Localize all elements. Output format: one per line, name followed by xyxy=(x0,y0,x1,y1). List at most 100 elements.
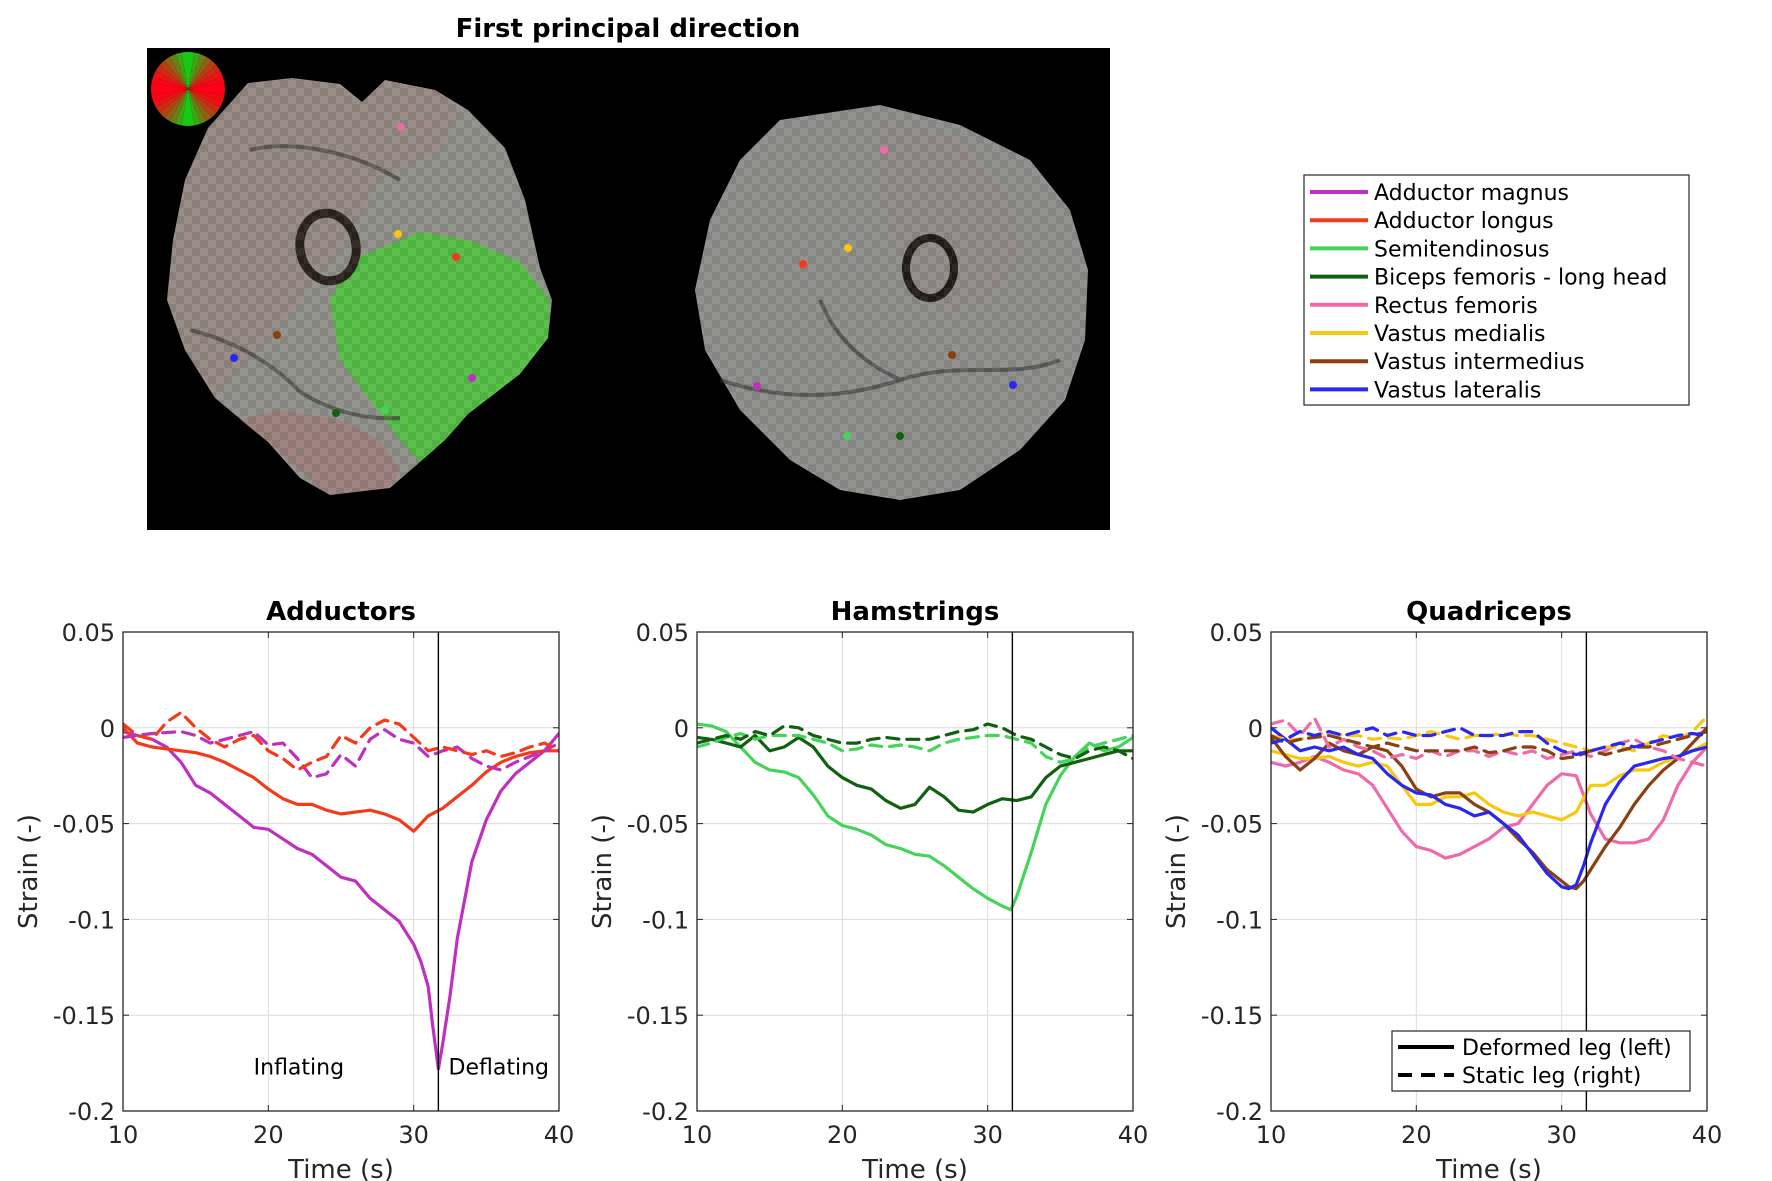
legend-label: Vastus intermedius xyxy=(1374,350,1585,375)
x-axis-label: Time (s) xyxy=(1435,1155,1542,1181)
muscle-legend-box xyxy=(1303,174,1690,406)
series-line-adductor-magnus-deformed xyxy=(123,729,559,1071)
y-tick-label: 0.05 xyxy=(636,619,689,647)
y-tick-label: -0.1 xyxy=(68,906,115,934)
y-tick-label: 0.05 xyxy=(62,619,115,647)
image-panel: First principal direction xyxy=(147,14,1110,530)
series-line-vastus-lateralis-static xyxy=(1271,726,1707,757)
roi-biceps-femoris-right xyxy=(896,432,904,440)
y-tick-label: -0.2 xyxy=(1216,1098,1263,1126)
roi-vastus-lateralis-right xyxy=(1009,381,1017,389)
roi-vastus-medialis-right xyxy=(844,244,852,252)
x-tick-label: 40 xyxy=(1118,1121,1149,1149)
legend-item-rectus-femoris: Rectus femoris xyxy=(1310,294,1538,319)
series-line-semitendinosus-static xyxy=(697,731,1133,764)
series-line-adductor-longus-deformed xyxy=(123,726,559,833)
roi-adductor-magnus-right xyxy=(753,382,761,390)
legend-item-vastus-lateralis: Vastus lateralis xyxy=(1310,378,1541,403)
legend-item-semitendinosus: Semitendinosus xyxy=(1310,237,1550,262)
series-group xyxy=(1271,714,1707,891)
series-line-rectus-femoris-static xyxy=(1271,716,1707,768)
annotation-inflating: Inflating xyxy=(254,1056,344,1081)
plot-area xyxy=(697,632,1133,1111)
image-panel-title: First principal direction xyxy=(456,14,801,44)
y-axis-label: Strain (-) xyxy=(588,814,618,929)
legend-label: Biceps femoris - long head xyxy=(1374,266,1667,291)
roi-rectus-femoris-left xyxy=(397,123,405,131)
linestyle-legend: Deformed leg (left) Static leg (right) xyxy=(1391,1030,1691,1092)
muscle-legend: Adductor magnus Adductor longus Semitendin… xyxy=(1303,174,1690,406)
chart-title: Quadriceps xyxy=(1406,597,1572,627)
chart-title: Adductors xyxy=(266,597,416,627)
series-line-adductor-longus-static xyxy=(123,710,559,772)
roi-vastus-lateralis-left xyxy=(230,354,238,362)
series-line-rectus-femoris-deformed xyxy=(1271,745,1707,860)
series-line-biceps-femoris-long-head-deformed xyxy=(697,733,1133,814)
chart-adductors: 10 20 30 40 0.05 0 -0.05 -0.1 -0.15 -0.2 Adductors… xyxy=(14,597,574,1181)
series-line-adductor-magnus-static xyxy=(123,728,559,780)
x-tick-label: 30 xyxy=(972,1121,1003,1149)
linestyle-legend-box xyxy=(1391,1030,1691,1092)
chart-quadriceps: 10 20 30 40 0.05 0 -0.05 -0.1 -0.15 -0.2 Quadricep… xyxy=(1162,597,1722,1181)
y-tick-label: -0.15 xyxy=(1201,1002,1263,1030)
y-tick-label: 0 xyxy=(100,715,115,743)
axes-frame xyxy=(1270,631,1708,1112)
legend-item-vastus-intermedius: Vastus intermedius xyxy=(1310,350,1585,375)
x-axis-label: Time (s) xyxy=(861,1155,968,1181)
series-group xyxy=(123,710,559,1071)
y-tick-label: 0 xyxy=(674,715,689,743)
roi-vastus-intermedius-left xyxy=(273,331,281,339)
y-tick-label: -0.1 xyxy=(642,906,689,934)
x-tick-label: 10 xyxy=(1256,1121,1287,1149)
x-tick-label: 20 xyxy=(1401,1121,1432,1149)
y-tick-label: -0.05 xyxy=(53,811,115,839)
roi-semitendinosus-right xyxy=(843,432,851,440)
y-tick-label: -0.05 xyxy=(1201,811,1263,839)
y-tick-label: -0.2 xyxy=(68,1098,115,1126)
roi-vastus-medialis-left xyxy=(394,230,402,238)
series-line-vastus-medialis-deformed xyxy=(1271,741,1707,822)
legend-label: Semitendinosus xyxy=(1374,237,1550,262)
x-tick-label: 10 xyxy=(108,1121,139,1149)
roi-rectus-femoris-right xyxy=(880,146,888,154)
right-thigh-crosssection xyxy=(695,105,1088,500)
annotation-deflating: Deflating xyxy=(449,1056,549,1081)
x-axis-label: Time (s) xyxy=(287,1155,394,1181)
y-tick-label: 0 xyxy=(1248,715,1263,743)
linestyle-label: Deformed leg (left) xyxy=(1462,1036,1672,1061)
roi-adductor-longus-right xyxy=(799,260,807,268)
y-tick-label: -0.05 xyxy=(627,811,689,839)
x-tick-label: 40 xyxy=(544,1121,575,1149)
x-tick-label: 30 xyxy=(1546,1121,1577,1149)
axes-frame xyxy=(122,631,560,1112)
roi-biceps-femoris-left xyxy=(332,409,340,417)
plot-area xyxy=(123,632,559,1111)
y-axis-label: Strain (-) xyxy=(14,814,44,929)
x-tick-label: 40 xyxy=(1692,1121,1723,1149)
linestyle-label: Static leg (right) xyxy=(1462,1064,1641,1089)
series-line-semitendinosus-deformed xyxy=(697,722,1133,912)
y-tick-label: -0.2 xyxy=(642,1098,689,1126)
legend-item-adductor-longus: Adductor longus xyxy=(1310,209,1554,234)
legend-item-adductor-magnus: Adductor magnus xyxy=(1310,181,1569,206)
chart-title: Hamstrings xyxy=(831,597,1000,627)
y-tick-label: -0.15 xyxy=(53,1002,115,1030)
legend-item-biceps-femoris-long-head: Biceps femoris - long head xyxy=(1310,266,1667,291)
x-tick-label: 10 xyxy=(682,1121,713,1149)
legend-label: Adductor longus xyxy=(1374,209,1554,234)
x-tick-label: 20 xyxy=(827,1121,858,1149)
charts: 10 20 30 40 0.05 0 -0.05 -0.1 -0.15 -0.2 Adductors… xyxy=(14,597,1722,1181)
y-axis-label: Strain (-) xyxy=(1162,814,1192,929)
y-tick-label: 0.05 xyxy=(1210,619,1263,647)
roi-semitendinosus-left xyxy=(381,406,389,414)
series-line-biceps-femoris-long-head-static xyxy=(697,722,1133,761)
y-tick-label: -0.1 xyxy=(1216,906,1263,934)
x-tick-label: 30 xyxy=(398,1121,429,1149)
legend-label: Vastus lateralis xyxy=(1374,378,1541,403)
axes-frame xyxy=(696,631,1134,1112)
roi-adductor-longus-left xyxy=(452,253,460,261)
colorwheel-icon xyxy=(151,52,225,126)
legend-label: Rectus femoris xyxy=(1374,294,1538,319)
legend-label: Vastus medialis xyxy=(1374,322,1546,347)
